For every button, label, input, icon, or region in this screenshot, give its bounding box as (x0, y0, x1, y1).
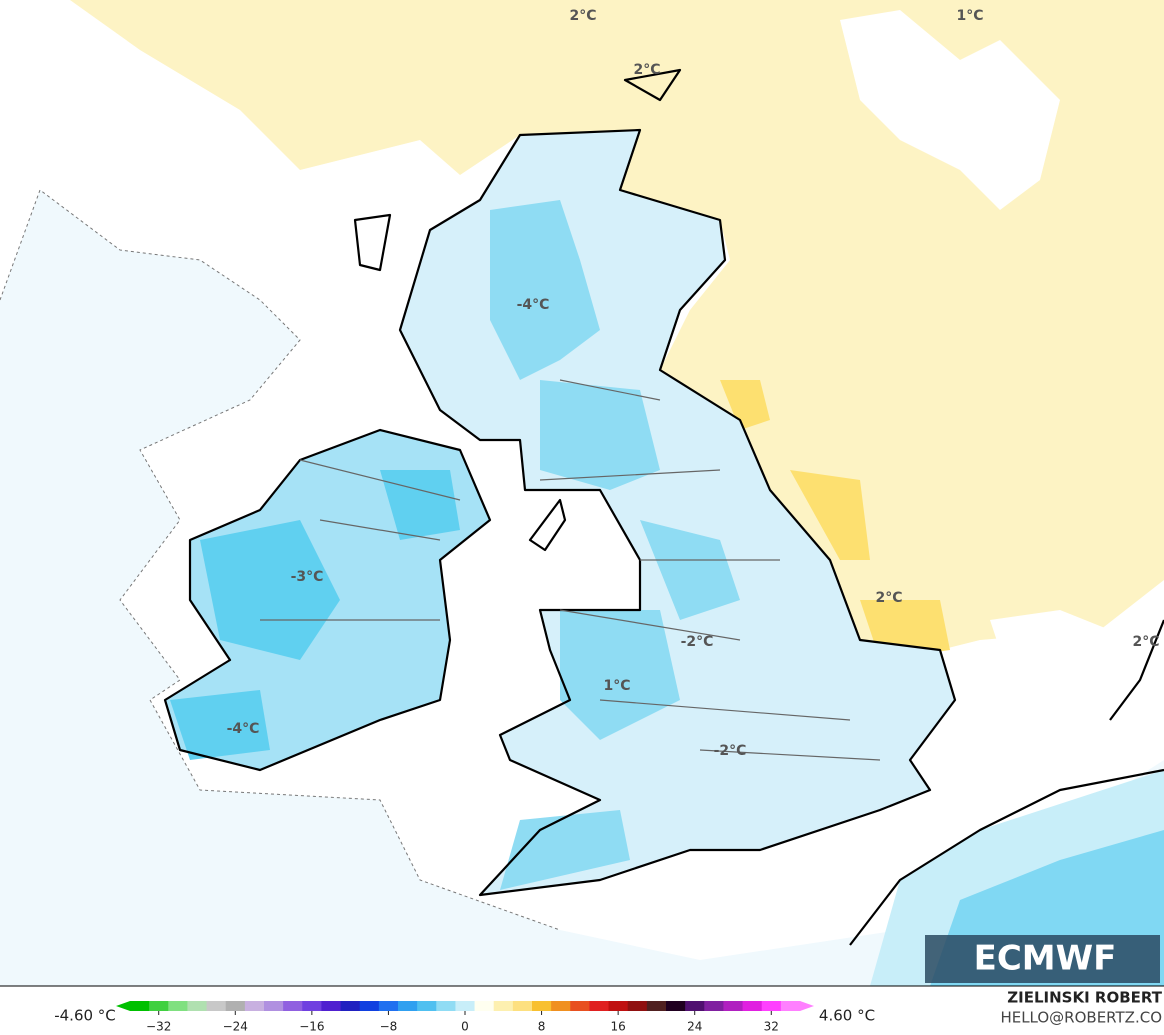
island (353, 68, 682, 552)
colorbar-swatch (761, 1001, 782, 1011)
colorbar-swatch (436, 1001, 456, 1011)
colorbar-swatch (130, 1001, 150, 1011)
colorbar-swatch (742, 1001, 763, 1011)
colorbar-swatch (589, 1001, 610, 1011)
colorbar-swatch (551, 1001, 571, 1011)
colorbar-tick-label: −24 (223, 1020, 248, 1034)
colorbar-swatch (264, 1001, 284, 1011)
colorbar-swatch (398, 1001, 418, 1011)
colorbar-tick-label: 16 (611, 1020, 626, 1034)
colorbar-swatch (780, 1001, 801, 1011)
colorbar-swatch (532, 1001, 552, 1011)
temp-label: -3°C (291, 569, 324, 585)
admin-border (260, 379, 881, 761)
colorbar-swatch (685, 1001, 705, 1011)
credit-email: HELLO@ROBERTZ.CO (1000, 1009, 1162, 1027)
colorbar-swatch (474, 1001, 495, 1011)
colorbar-swatch (283, 1001, 303, 1011)
colorbar-swatch (168, 1001, 188, 1011)
colorbar-tick-label: 24 (687, 1020, 702, 1034)
colorbar-tick-label: 32 (764, 1020, 779, 1034)
colorbar-end (116, 1001, 130, 1011)
colorbar-swatch (666, 1001, 686, 1011)
map-labels: 2°C 1°C 2°C -4°C -3°C 2°C -2°C 2°C 1°C -… (227, 8, 1160, 759)
cold-patch (490, 200, 740, 890)
temp-label: 2°C (569, 8, 596, 24)
colorbar-tick-label: 0 (461, 1020, 469, 1034)
colorbar-swatch (321, 1001, 342, 1011)
colorbar-swatch (512, 1001, 533, 1011)
colorbar-swatch (417, 1001, 437, 1011)
colorbar-tick-label: −32 (146, 1020, 171, 1034)
colorbar-swatch (704, 1001, 724, 1011)
warm-zone (70, 0, 1164, 660)
colorbar-tick-label: −8 (380, 1020, 398, 1034)
colorbar-end (800, 1001, 814, 1011)
colorbar-tick-label: −16 (299, 1020, 324, 1034)
colorbar-swatch (187, 1001, 208, 1011)
colorbar-tick-label: 8 (538, 1020, 546, 1034)
colorbar-swatch (340, 1001, 361, 1011)
colorbar-swatch (723, 1001, 744, 1011)
colorbar-swatch (225, 1001, 246, 1011)
temp-label: 1°C (603, 678, 630, 694)
colorbar-swatch (646, 1001, 667, 1011)
white-zone (990, 610, 1110, 650)
colorbar-swatch (149, 1001, 169, 1011)
colorbar-swatch (359, 1001, 380, 1011)
coastline (398, 128, 957, 897)
temp-label: -4°C (517, 297, 550, 313)
logo: ECMWF (974, 939, 1117, 979)
temp-label: 2°C (875, 590, 902, 606)
colorbar-swatch (627, 1001, 648, 1011)
colorbar-swatch (608, 1001, 629, 1011)
min-label: -4.60 °C (54, 1007, 116, 1025)
contour (0, 189, 561, 931)
temp-label: -2°C (681, 634, 714, 650)
colorbar-swatch (493, 1001, 514, 1011)
max-label: 4.60 °C (819, 1007, 875, 1025)
colorbar-swatch (378, 1001, 399, 1011)
temp-label: 2°C (633, 62, 660, 78)
temp-label: 2°C (1132, 634, 1159, 650)
temp-label: -2°C (714, 743, 747, 759)
coastline (849, 619, 1164, 946)
temp-label: -4°C (227, 721, 260, 737)
colorbar-swatch (206, 1001, 227, 1011)
colorbar: −32 −24 −16 −8 0 8 16 24 32 (116, 1001, 814, 1034)
logo-box (925, 935, 1160, 983)
colorbar-swatch (302, 1001, 322, 1011)
colorbar-swatch (570, 1001, 590, 1011)
white-zone (840, 10, 1060, 210)
temp-label: 1°C (956, 8, 983, 24)
credit-name: ZIELINSKI ROBERT (1007, 989, 1162, 1007)
warm-patch (720, 380, 950, 660)
cold-patch (170, 470, 460, 760)
colorbar-swatch (455, 1001, 476, 1011)
colorbar-swatch (244, 1001, 265, 1011)
coastline (163, 428, 492, 772)
